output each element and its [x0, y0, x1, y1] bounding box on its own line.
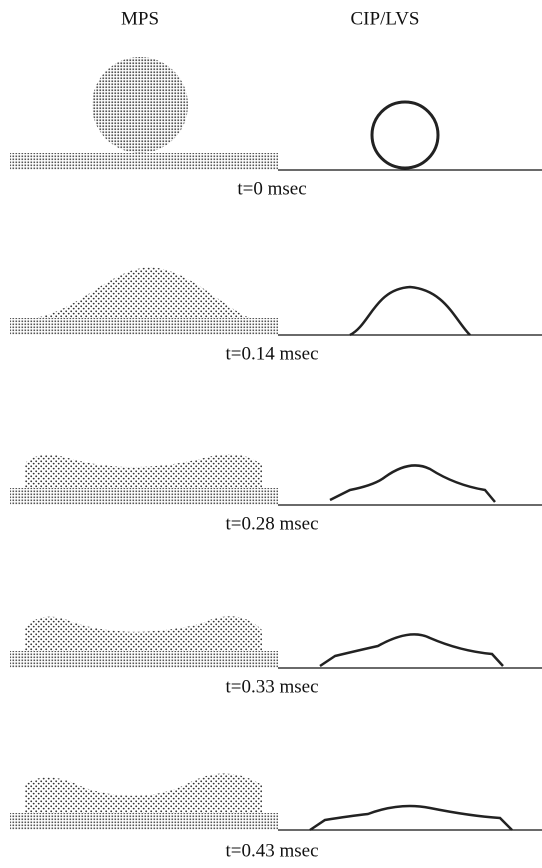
time-label: t=0.14 msec	[225, 343, 318, 364]
column-header: MPS	[121, 8, 159, 29]
frame: t=0.43 msec	[10, 773, 542, 861]
time-label: t=0.33 msec	[225, 676, 318, 697]
time-label: t=0.43 msec	[225, 840, 318, 861]
frame: t=0.28 msec	[10, 454, 542, 534]
frame: t=0.14 msec	[10, 267, 542, 364]
frame: t=0.33 msec	[10, 616, 542, 697]
frame: t=0 msec	[10, 57, 542, 199]
time-label: t=0.28 msec	[225, 513, 318, 534]
column-header: CIP/LVS	[351, 8, 420, 29]
time-label: t=0 msec	[237, 178, 306, 199]
